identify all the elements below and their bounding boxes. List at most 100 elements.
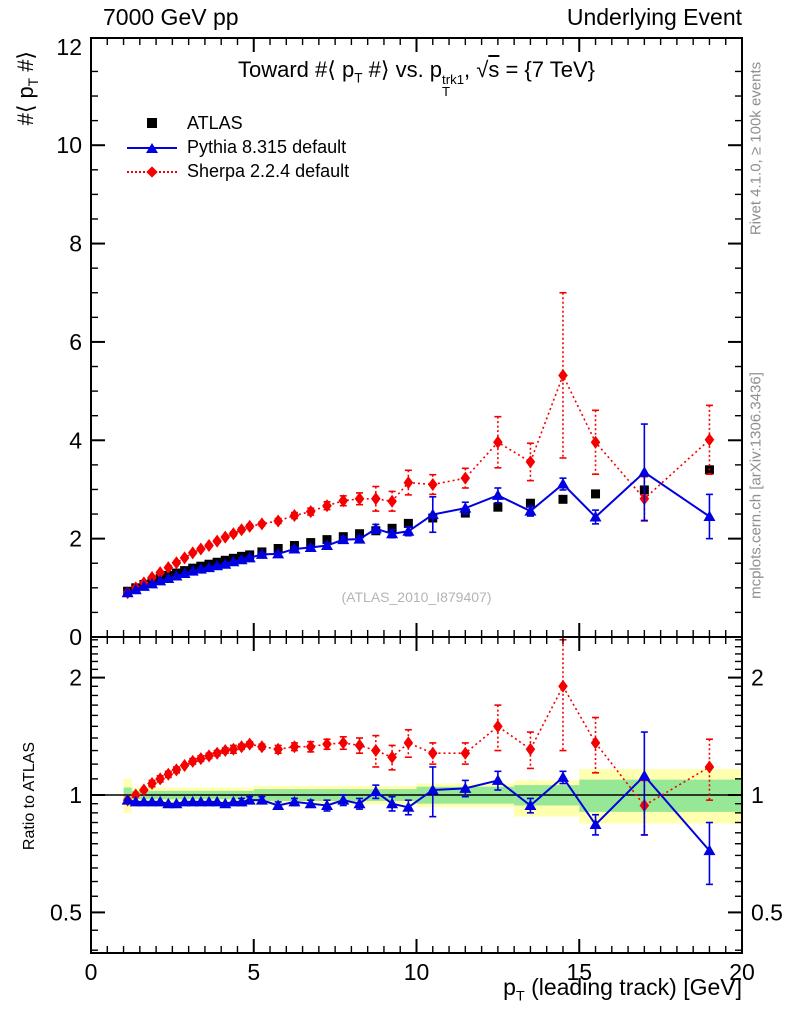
- sherpa-marker: [590, 435, 601, 449]
- sherpa-marker: [139, 783, 149, 797]
- pythia-marker: [556, 771, 569, 782]
- atlas-marker: [403, 518, 413, 528]
- pythia-marker: [121, 586, 134, 598]
- sherpa-marker: [171, 556, 182, 570]
- pythia-marker: [255, 794, 268, 805]
- dotted-line-icon: [127, 166, 177, 178]
- sherpa-marker: [322, 737, 332, 751]
- sherpa-marker: [244, 737, 255, 751]
- pythia-marker: [402, 525, 415, 536]
- tick-label: 2: [69, 665, 82, 691]
- tick-label: 6: [69, 329, 82, 355]
- y-axis-title-text: #⟨ p: [12, 86, 38, 126]
- pythia-marker: [121, 794, 134, 805]
- pythia-marker: [255, 548, 268, 559]
- sherpa-marker: [196, 752, 206, 766]
- sherpa-marker: [273, 742, 283, 756]
- tick-label: 20: [729, 959, 755, 985]
- pythia-marker: [288, 542, 301, 554]
- tick-label: 10: [56, 132, 82, 158]
- sherpa-marker: [354, 738, 365, 752]
- atlas-marker: [493, 502, 503, 512]
- tick-label: 10: [404, 959, 430, 985]
- legend: ATLAS Pythia 8.315 default Sherpa 2.2.4 …: [127, 111, 349, 183]
- pythia-marker: [703, 844, 716, 856]
- sherpa-marker: [187, 546, 198, 560]
- title-subscript: T: [442, 84, 451, 100]
- plot-title: Toward #⟨ pT #⟩ vs. p trk1 T, √s = {7 TeV}: [91, 57, 742, 99]
- tick-label: 2: [69, 526, 82, 552]
- pythia-marker: [194, 795, 207, 807]
- sherpa-marker: [228, 742, 239, 756]
- sherpa-marker: [236, 740, 247, 754]
- pythia-marker: [227, 795, 240, 807]
- sherpa-marker: [305, 505, 316, 519]
- sherpa-marker: [403, 736, 414, 750]
- pythia-line: [127, 774, 711, 852]
- sherpa-marker: [704, 760, 715, 774]
- sherpa-marker: [525, 742, 536, 756]
- pythia-marker: [638, 466, 651, 477]
- sherpa-line-marker-icon: [127, 159, 177, 183]
- pythia-marker: [337, 794, 350, 805]
- title-sup-sub-stack: trk1 T: [442, 73, 464, 100]
- sherpa-marker: [289, 509, 300, 523]
- x-axis-title: pT (leading track) [GeV]: [342, 974, 742, 1005]
- pythia-marker: [129, 583, 142, 595]
- sherpa-marker: [493, 435, 503, 449]
- pythia-marker: [304, 797, 317, 809]
- tick-label: 1: [751, 782, 764, 808]
- sherpa-marker: [204, 539, 214, 553]
- sherpa-marker: [155, 772, 165, 786]
- x-axis-title-subscript: T: [515, 988, 525, 1005]
- pythia-marker: [353, 797, 366, 809]
- atlas-marker: [591, 489, 601, 499]
- sherpa-marker: [403, 476, 414, 490]
- pythia-marker: [402, 801, 415, 812]
- sherpa-marker: [460, 746, 471, 760]
- tick-label: 5: [247, 959, 260, 985]
- x-axis-title-text: (leading track) [GeV]: [524, 974, 742, 1000]
- title-text: #⟩ vs. p: [362, 57, 443, 82]
- pythia-marker: [386, 527, 399, 539]
- sherpa-marker: [163, 561, 174, 575]
- pythia-line: [127, 470, 711, 594]
- square-icon: [147, 118, 157, 128]
- sqrt-symbol: √: [476, 57, 489, 82]
- x-axis-title-text: p: [503, 974, 516, 1000]
- atlas-marker: [525, 498, 535, 508]
- sherpa-marker: [257, 517, 267, 531]
- pythia-marker: [426, 508, 439, 520]
- tick-label: 0.5: [50, 899, 82, 925]
- pythia-marker: [556, 478, 569, 489]
- pythia-marker: [162, 797, 175, 809]
- sherpa-marker: [289, 740, 300, 754]
- sherpa-marker: [387, 750, 397, 764]
- triangle-icon: [146, 143, 158, 153]
- pythia-marker: [524, 505, 537, 516]
- sherpa-marker: [179, 759, 190, 773]
- sqrt-argument: s: [488, 57, 500, 82]
- title-text: = {7 TeV}: [499, 57, 595, 82]
- main-panel-series: [121, 291, 716, 600]
- sherpa-marker: [196, 542, 206, 556]
- pythia-marker: [320, 539, 333, 551]
- sherpa-marker: [354, 492, 365, 506]
- beam-energy-label: 7000 GeV pp: [103, 4, 239, 30]
- tick-label: 12: [56, 34, 82, 60]
- pythia-marker: [154, 795, 167, 807]
- sherpa-marker: [220, 530, 231, 544]
- pythia-marker: [459, 502, 472, 513]
- sherpa-marker: [236, 523, 247, 537]
- sherpa-marker: [558, 679, 568, 693]
- sherpa-line: [127, 684, 710, 807]
- sherpa-marker: [427, 478, 438, 492]
- pythia-marker: [426, 783, 439, 795]
- sherpa-marker: [338, 494, 349, 508]
- pythia-marker: [243, 551, 256, 563]
- pythia-marker: [304, 541, 317, 552]
- sherpa-marker: [387, 494, 397, 508]
- pythia-marker: [491, 774, 504, 785]
